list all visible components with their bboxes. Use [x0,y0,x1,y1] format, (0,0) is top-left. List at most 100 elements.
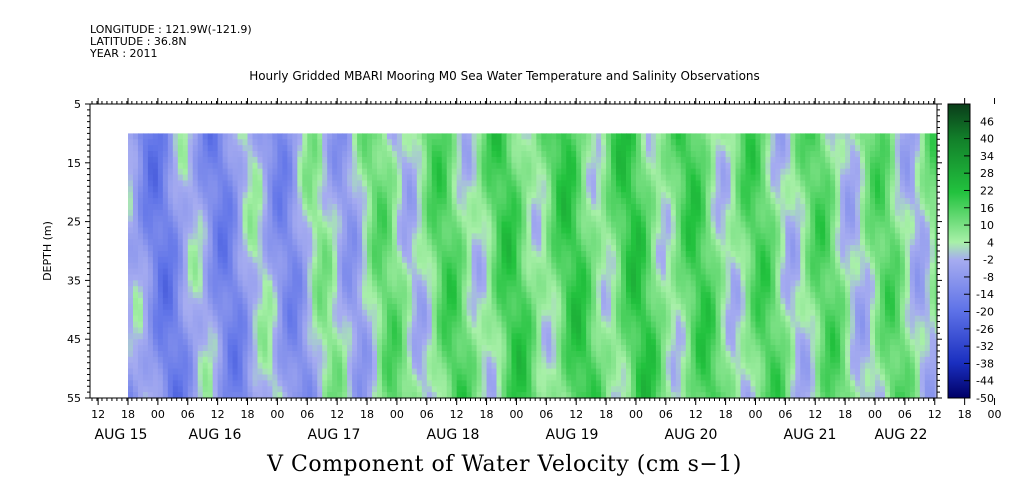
heatmap-cell [401,262,408,270]
heatmap-cell [416,392,423,399]
heatmap-cell [531,333,537,340]
heatmap-cell [461,215,468,223]
heatmap-cell [496,198,503,205]
heatmap-cell [406,303,413,311]
heatmap-cell [521,274,527,281]
heatmap-cell [446,345,453,352]
heatmap-cell [506,280,513,287]
heatmap-cell [581,309,587,317]
heatmap-cell [287,227,293,234]
heatmap-cell [561,333,567,340]
heatmap-cell [635,298,642,305]
heatmap-cell [546,350,552,358]
heatmap-cell [332,162,338,170]
heatmap-cell [566,239,572,246]
heatmap-cell [352,198,358,205]
heatmap-cell [606,239,612,246]
heatmap-cell [297,374,303,381]
heatmap-cell [461,303,468,311]
heatmap-cell [611,356,617,364]
heatmap-cell [626,368,632,376]
heatmap-cell [476,345,483,352]
heatmap-cell [630,345,637,352]
heatmap-cell [416,151,423,158]
heatmap-cell [157,186,164,193]
heatmap-cell [541,321,547,329]
heatmap-cell [481,315,488,323]
heatmap-cell [277,221,283,229]
heatmap-cell [411,392,418,399]
heatmap-cell [381,168,388,176]
heatmap-cell [396,315,403,323]
heatmap-cell [536,374,542,381]
heatmap-cell [421,274,428,281]
heatmap-cell [282,350,288,358]
heatmap-cell [601,362,607,370]
heatmap-cell [128,345,134,352]
heatmap-cell [431,362,438,370]
heatmap-cell [546,162,552,170]
heatmap-cell [381,186,388,193]
heatmap-cell [665,251,672,258]
heatmap-cell [471,333,478,340]
heatmap-cell [406,192,413,199]
heatmap-cell [242,303,249,311]
heatmap-cell [207,345,214,352]
heatmap-cell [476,356,483,364]
heatmap-cell [581,345,587,352]
heatmap-cell [222,256,229,264]
heatmap-cell [591,239,597,246]
heatmap-cell [177,303,184,311]
heatmap-cell [655,345,662,352]
heatmap-cell [670,315,677,323]
heatmap-cell [650,292,657,299]
heatmap-cell [386,233,393,240]
heatmap-cell [436,162,443,170]
heatmap-cell [212,362,219,370]
heatmap-cell [536,227,542,234]
heatmap-cell [586,139,592,146]
heatmap-cell [606,198,612,205]
heatmap-cell [516,256,523,264]
heatmap-cell [282,374,288,381]
heatmap-cell [401,345,408,352]
heatmap-cell [391,203,398,211]
heatmap-cell [576,368,582,376]
heatmap-cell [337,280,343,287]
heatmap-cell [601,221,607,229]
heatmap-cell [132,356,139,364]
heatmap-cell [626,327,632,334]
heatmap-cell [342,274,348,281]
heatmap-cell [292,380,298,387]
heatmap-cell [337,215,343,223]
heatmap-cell [367,327,373,334]
heatmap-cell [526,286,532,293]
heatmap-cell [172,180,179,187]
heatmap-cell [172,333,179,340]
heatmap-cell [556,245,562,252]
heatmap-cell [157,321,164,329]
heatmap-cell [566,386,572,393]
heatmap-cell [461,198,468,205]
heatmap-cell [137,268,144,276]
heatmap-cell [476,350,483,358]
heatmap-cell [342,309,348,317]
heatmap-cell [645,209,652,217]
heatmap-cell [386,227,393,234]
heatmap-cell [501,268,508,276]
heatmap-cell [128,251,134,258]
heatmap-cell [307,262,313,270]
heatmap-cell [332,292,338,299]
longitude-label: LONGITUDE : 121.9W(-121.9) [90,23,252,36]
heatmap-cell [357,233,363,240]
heatmap-cell [257,180,264,187]
heatmap-cell [576,139,582,146]
heatmap-cell [521,268,527,276]
heatmap-cell [596,256,602,264]
heatmap-cell [322,168,328,176]
heatmap-cell [212,227,219,234]
heatmap-cell [207,392,214,399]
heatmap-cell [357,392,363,399]
heatmap-cell [446,233,453,240]
